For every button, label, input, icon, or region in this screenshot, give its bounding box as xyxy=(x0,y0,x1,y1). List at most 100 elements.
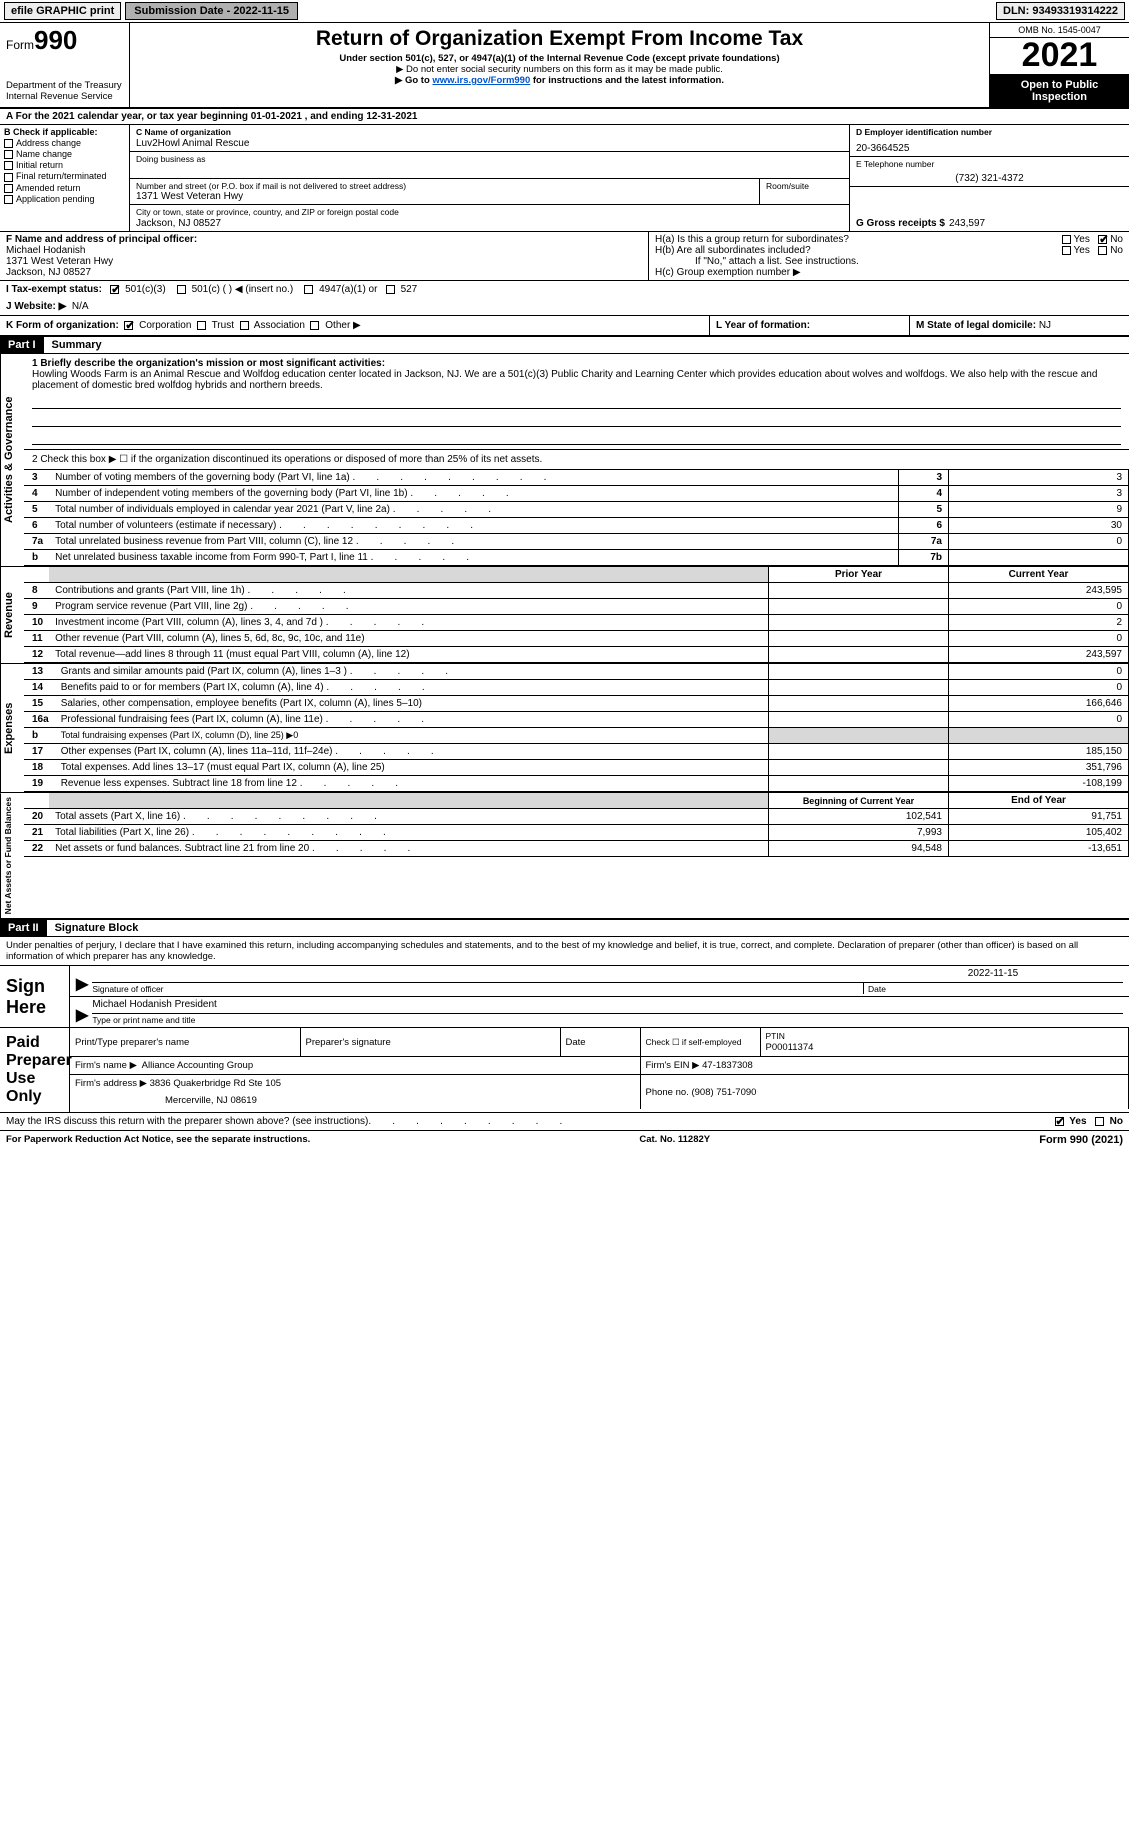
chk-4947[interactable] xyxy=(304,285,313,294)
open-inspection-badge: Open to Public Inspection xyxy=(990,75,1129,107)
preparer-table: Print/Type preparer's name Preparer's si… xyxy=(70,1028,1129,1109)
sidelabel-expenses: Expenses xyxy=(0,664,24,792)
sign-here-row: Sign Here ▶ Signature of officer 2022-11… xyxy=(0,966,1129,1028)
table-row: 17Other expenses (Part IX, column (A), l… xyxy=(24,744,1129,760)
paid-preparer-label: Paid Preparer Use Only xyxy=(0,1028,70,1112)
table-row: 11Other revenue (Part VIII, column (A), … xyxy=(24,631,1129,647)
dba-label: Doing business as xyxy=(136,154,843,164)
self-employed-check[interactable]: Check ☐ if self-employed xyxy=(640,1028,760,1057)
chk-association[interactable] xyxy=(240,321,249,330)
fh-row: F Name and address of principal officer:… xyxy=(0,232,1129,281)
table-row: Print/Type preparer's name Preparer's si… xyxy=(70,1028,1129,1057)
ha-row: H(a) Is this a group return for subordin… xyxy=(655,234,1123,245)
table-row: 4Number of independent voting members of… xyxy=(24,486,1129,502)
net-assets-table: Beginning of Current YearEnd of Year 20T… xyxy=(24,793,1129,857)
ein-label: D Employer identification number xyxy=(856,127,1123,137)
net-assets-section: Net Assets or Fund Balances Beginning of… xyxy=(0,792,1129,920)
table-row: 5Total number of individuals employed in… xyxy=(24,502,1129,518)
signature-arrow-icon: ▶ xyxy=(76,1005,88,1025)
tax-year: 2021 xyxy=(990,38,1129,75)
chk-application-pending[interactable]: Application pending xyxy=(4,194,125,204)
footer: For Paperwork Reduction Act Notice, see … xyxy=(0,1130,1129,1149)
header-block: B Check if applicable: Address change Na… xyxy=(0,125,1129,232)
chk-527[interactable] xyxy=(386,285,395,294)
table-row: 10Investment income (Part VIII, column (… xyxy=(24,615,1129,631)
revenue-section: Revenue Prior YearCurrent Year 8Contribu… xyxy=(0,566,1129,663)
state-domicile: M State of legal domicile: NJ xyxy=(909,316,1129,335)
table-row: 3Number of voting members of the governi… xyxy=(24,470,1129,486)
table-row: 22Net assets or fund balances. Subtract … xyxy=(24,841,1129,857)
form-footer-label: Form 990 (2021) xyxy=(1039,1134,1123,1146)
table-row: bTotal fundraising expenses (Part IX, co… xyxy=(24,728,1129,744)
signature-arrow-icon: ▶ xyxy=(76,974,88,994)
table-row: 21Total liabilities (Part X, line 26) 7,… xyxy=(24,825,1129,841)
chk-501c[interactable] xyxy=(177,285,186,294)
paid-preparer-row: Paid Preparer Use Only Print/Type prepar… xyxy=(0,1028,1129,1112)
sidelabel-governance: Activities & Governance xyxy=(0,354,24,566)
dln-label: DLN: 93493319314222 xyxy=(996,2,1125,20)
submission-date-button[interactable]: Submission Date - 2022-11-15 xyxy=(125,2,298,20)
sig-date-label: Date xyxy=(863,982,1123,994)
hc-row: H(c) Group exemption number ▶ xyxy=(655,267,1123,278)
line-a: A For the 2021 calendar year, or tax yea… xyxy=(0,109,1129,125)
chk-trust[interactable] xyxy=(197,321,206,330)
mission-text: Howling Woods Farm is an Animal Rescue a… xyxy=(32,369,1121,391)
expenses-section: Expenses 13Grants and similar amounts pa… xyxy=(0,663,1129,792)
preparer-sig-label: Preparer's signature xyxy=(300,1028,560,1057)
activities-governance-section: Activities & Governance 1 Briefly descri… xyxy=(0,354,1129,566)
table-row: 13Grants and similar amounts paid (Part … xyxy=(24,664,1129,680)
chk-501c3[interactable] xyxy=(110,285,119,294)
hb-row: H(b) Are all subordinates included? Yes … xyxy=(655,245,1123,256)
chk-address-change[interactable]: Address change xyxy=(4,138,125,148)
ssn-note: ▶ Do not enter social security numbers o… xyxy=(136,64,983,75)
street-address: 1371 West Veteran Hwy xyxy=(136,191,753,202)
table-row: 7aTotal unrelated business revenue from … xyxy=(24,534,1129,550)
chk-final-return[interactable]: Final return/terminated xyxy=(4,171,125,181)
chk-name-change[interactable]: Name change xyxy=(4,149,125,159)
chk-discuss-no[interactable] xyxy=(1095,1117,1104,1126)
efile-label: efile GRAPHIC print xyxy=(4,2,121,20)
table-row: 20Total assets (Part X, line 16) 102,541… xyxy=(24,809,1129,825)
block-b-label: B Check if applicable: xyxy=(4,127,125,137)
firm-name: Alliance Accounting Group xyxy=(142,1060,253,1071)
ptin-cell: PTINP00011374 xyxy=(760,1028,1129,1057)
chk-discuss-yes[interactable] xyxy=(1055,1117,1064,1126)
chk-other[interactable] xyxy=(310,321,319,330)
gross-receipts-value: 243,597 xyxy=(949,218,985,229)
form-number: Form990 xyxy=(6,25,123,56)
chk-amended-return[interactable]: Amended return xyxy=(4,183,125,193)
table-row: 8Contributions and grants (Part VIII, li… xyxy=(24,583,1129,599)
irs-link[interactable]: www.irs.gov/Form990 xyxy=(432,75,530,86)
table-row: Prior YearCurrent Year xyxy=(24,567,1129,583)
sidelabel-net-assets: Net Assets or Fund Balances xyxy=(0,793,24,918)
officer-city: Jackson, NJ 08527 xyxy=(6,267,642,278)
sign-here-label: Sign Here xyxy=(0,966,70,1027)
year-formation: L Year of formation: xyxy=(709,316,909,335)
sig-officer-label: Signature of officer xyxy=(92,982,863,994)
officer-label: F Name and address of principal officer: xyxy=(6,234,642,245)
goto-note: ▶ Go to www.irs.gov/Form990 for instruct… xyxy=(136,75,983,86)
table-row: 6Total number of volunteers (estimate if… xyxy=(24,518,1129,534)
hb-note: If "No," attach a list. See instructions… xyxy=(655,256,1123,267)
klm-row: K Form of organization: Corporation Trus… xyxy=(0,316,1129,337)
discuss-row: May the IRS discuss this return with the… xyxy=(0,1112,1129,1130)
table-row: 19Revenue less expenses. Subtract line 1… xyxy=(24,776,1129,792)
table-row: 9Program service revenue (Part VIII, lin… xyxy=(24,599,1129,615)
chk-corporation[interactable] xyxy=(124,321,133,330)
penalty-declaration: Under penalties of perjury, I declare th… xyxy=(0,937,1129,966)
firm-ein: 47-1837308 xyxy=(702,1060,753,1071)
sig-date-value: 2022-11-15 xyxy=(863,968,1123,982)
form-header: Form990 Department of the Treasury Inter… xyxy=(0,23,1129,109)
top-bar: efile GRAPHIC print Submission Date - 20… xyxy=(0,0,1129,23)
chk-initial-return[interactable]: Initial return xyxy=(4,160,125,170)
table-row: 18Total expenses. Add lines 13–17 (must … xyxy=(24,760,1129,776)
table-row: 12Total revenue—add lines 8 through 11 (… xyxy=(24,647,1129,663)
line-2: 2 Check this box ▶ ☐ if the organization… xyxy=(24,450,1129,470)
typed-name-label: Type or print name and title xyxy=(92,1013,1123,1025)
part-ii-header: Part II Signature Block xyxy=(0,920,1129,937)
org-name-label: C Name of organization xyxy=(136,127,843,137)
gross-receipts-label: G Gross receipts $ xyxy=(856,218,945,229)
officer-street: 1371 West Veteran Hwy xyxy=(6,256,642,267)
table-row: bNet unrelated business taxable income f… xyxy=(24,550,1129,566)
city-state-zip: Jackson, NJ 08527 xyxy=(136,218,843,229)
